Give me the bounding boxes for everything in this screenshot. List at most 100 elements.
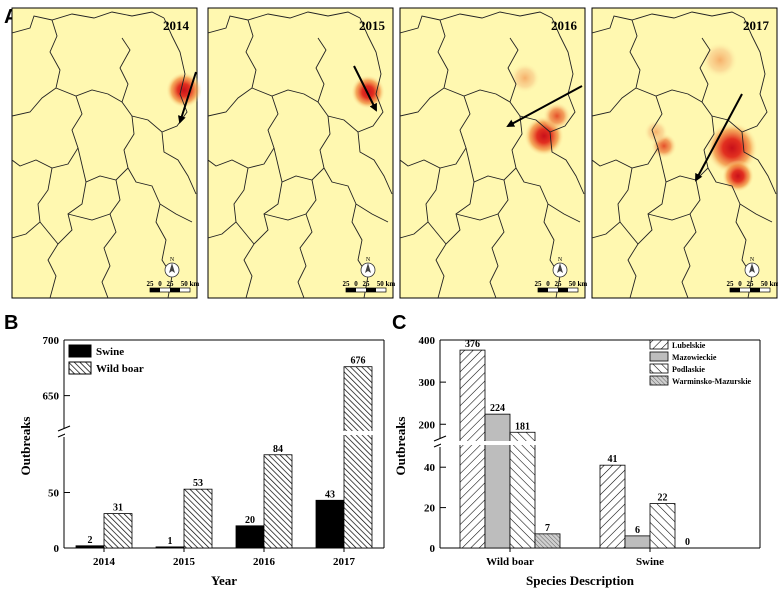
b-bar-value-label: 31 — [113, 503, 123, 514]
scale-bar-label: 25 — [147, 280, 155, 288]
scale-bar: 25 0 25 50 km — [535, 280, 588, 293]
map-background — [399, 7, 586, 299]
b-bar-value-label: 53 — [193, 478, 203, 489]
c-legend-label-warminsko-mazurskie: Warminsko-Mazurskie — [672, 377, 752, 386]
scale-bar-label: 0 — [158, 280, 162, 288]
scale-bar-label: 50 km — [181, 280, 200, 288]
c-legend-swatch-lubelskie — [649, 339, 669, 350]
c-legend-label-mazowieckie: Mazowieckie — [672, 353, 717, 362]
b-bar-value-label: 676 — [351, 356, 366, 367]
map-background — [11, 7, 198, 299]
spread-direction-arrow — [695, 93, 743, 182]
c-legend-swatch-warminsko-mazurskie — [649, 375, 669, 386]
scale-bar-label: 50 km — [569, 280, 588, 288]
compass-icon: N — [164, 257, 180, 278]
compass-icon: N — [360, 257, 376, 278]
c-ytick-label: 0 — [430, 543, 436, 555]
scale-bar-label: 50 km — [377, 280, 396, 288]
c-legend-swatch-mazowieckie — [649, 351, 669, 362]
compass-icon: N — [744, 257, 760, 278]
b-legend-label-swine: Swine — [96, 346, 124, 358]
compass-north-label: N — [366, 257, 371, 263]
b-bar-value-label: 2 — [88, 535, 93, 546]
c-xtick-label: Swine — [636, 556, 664, 568]
c-bar-value-label: 376 — [465, 339, 480, 350]
b-ylabel: Outbreaks — [18, 417, 33, 476]
b-ytick-label: 650 — [43, 391, 60, 403]
hotspot — [722, 160, 754, 192]
c-bar-lubelskie — [459, 349, 486, 549]
hotspot — [644, 120, 668, 144]
scale-bar: 25 0 25 50 km — [147, 280, 200, 293]
map-background — [207, 7, 394, 299]
c-break-mark-2 — [433, 435, 447, 442]
compass-north-label: N — [750, 257, 755, 263]
scale-bar-label: 0 — [738, 280, 742, 288]
b-ytick-label: 700 — [43, 335, 60, 347]
b-xlabel: Year — [211, 573, 237, 588]
b-xtick-label: 2015 — [173, 556, 196, 568]
c-bar-mazowieckie — [484, 413, 511, 549]
c-ytick-label: 300 — [419, 377, 436, 389]
b-break-mark-2 — [57, 425, 71, 432]
panel-label-b: B — [4, 312, 19, 334]
b-bar-value-label: 1 — [168, 536, 173, 547]
scale-bar: 25 0 25 50 km — [343, 280, 396, 293]
c-bar-podlaskie — [649, 503, 676, 549]
map-year-label: 2014 — [163, 18, 190, 33]
hotspot — [543, 102, 571, 130]
hotspot — [510, 63, 540, 93]
b-bar-value-label: 20 — [245, 515, 255, 526]
scale-bar-label: 25 — [363, 280, 371, 288]
c-legend-swatch-podlaskie — [649, 363, 669, 374]
c-ytick-label: 40 — [424, 462, 436, 474]
scale-bar-label: 25 — [167, 280, 175, 288]
c-bar-value-label: 181 — [515, 421, 530, 432]
b-xtick-label: 2016 — [253, 556, 276, 568]
b-bar-wild-boar — [343, 366, 373, 549]
compass-north-label: N — [170, 257, 175, 263]
c-ytick-label: 400 — [419, 335, 436, 347]
c-break-band — [441, 441, 759, 445]
b-bar-swine — [315, 499, 345, 549]
c-bar-value-label: 224 — [490, 403, 505, 414]
b-ytick-label: 50 — [48, 488, 60, 500]
scale-bar-label: 25 — [747, 280, 755, 288]
c-ytick-label: 200 — [419, 419, 436, 431]
c-legend-label-podlaskie: Podlaskie — [672, 365, 705, 374]
c-bar-value-label: 6 — [635, 525, 640, 536]
b-legend-swatch-wild-boar — [68, 361, 92, 375]
c-bar-lubelskie — [599, 464, 626, 549]
b-bar-swine — [155, 546, 185, 549]
c-bar-warminsko-mazurskie — [534, 533, 561, 549]
b-bar-value-label: 84 — [273, 444, 283, 455]
map-year-label: 2016 — [551, 18, 578, 33]
scale-bar-label: 0 — [546, 280, 550, 288]
spread-direction-arrow — [178, 71, 197, 124]
c-xlabel: Species Description — [526, 573, 635, 588]
b-xtick-label: 2014 — [93, 556, 116, 568]
c-bar-mazowieckie — [624, 535, 651, 549]
c-bar-podlaskie — [509, 431, 536, 549]
b-bar-wild-boar — [263, 454, 293, 549]
c-ylabel: Outbreaks — [393, 417, 408, 476]
c-bar-value-label: 0 — [685, 537, 690, 548]
b-bar-swine — [75, 545, 105, 549]
map-year-label: 2015 — [359, 18, 386, 33]
map-year-label: 2017 — [743, 18, 770, 33]
c-bar-value-label: 22 — [658, 493, 668, 504]
hotspot — [702, 42, 738, 78]
scale-bar-label: 25 — [555, 280, 563, 288]
b-xtick-label: 2017 — [333, 556, 356, 568]
b-bar-wild-boar — [103, 513, 133, 549]
c-legend-label-lubelskie: Lubelskie — [672, 341, 706, 350]
spread-direction-arrow — [353, 65, 377, 112]
spread-direction-arrow — [506, 85, 583, 127]
b-bar-value-label: 43 — [325, 489, 335, 500]
b-bar-wild-boar — [183, 488, 213, 549]
